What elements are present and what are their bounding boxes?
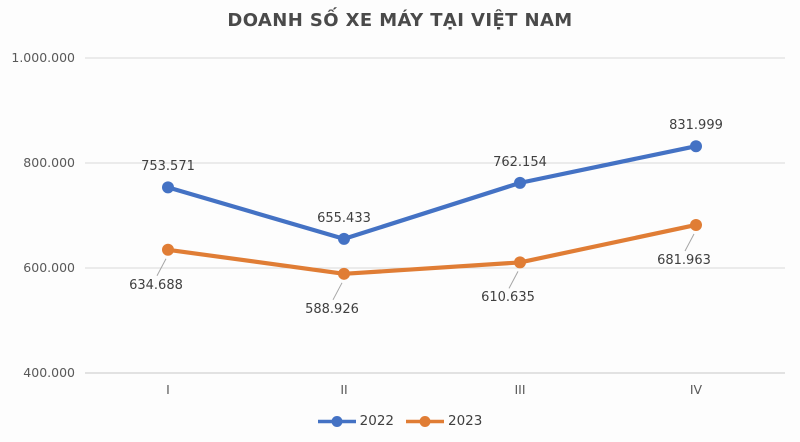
- legend-marker-icon: [406, 415, 444, 427]
- data-label-2022: 655.433: [317, 210, 371, 226]
- marker-2023: [338, 267, 350, 280]
- x-tick-label: IV: [689, 382, 703, 397]
- marker-2022: [514, 176, 526, 189]
- series-line-2023: [165, 222, 699, 276]
- series-line-2022: [165, 144, 699, 241]
- leader-line: [156, 258, 167, 277]
- legend: 2022 2023: [0, 413, 800, 429]
- x-tick-label: III: [514, 382, 526, 397]
- data-label-2023: 634.688: [129, 277, 183, 293]
- data-label-2023: 610.635: [481, 290, 535, 306]
- y-tick-label: 800.000: [23, 155, 75, 170]
- marker-2022: [338, 232, 350, 245]
- data-label-2022: 753.571: [141, 159, 195, 175]
- leader-line: [684, 233, 695, 252]
- y-tick-label: 400.000: [23, 365, 75, 380]
- data-label-2023: 681.963: [657, 252, 711, 268]
- data-label-2022: 762.154: [493, 154, 547, 170]
- x-tick-label: II: [340, 382, 348, 397]
- x-tick-label: I: [166, 382, 170, 397]
- data-label-2022: 831.999: [669, 118, 723, 134]
- marker-2023: [690, 218, 702, 231]
- legend-marker-icon: [317, 415, 356, 427]
- marker-2023: [162, 243, 174, 256]
- legend-item-2022: 2022: [317, 413, 394, 429]
- legend-item-2023: 2023: [406, 413, 482, 429]
- leader-line: [332, 282, 343, 301]
- y-tick-label: 600.000: [23, 260, 75, 275]
- marker-2023: [514, 256, 526, 269]
- marker-2022: [162, 181, 174, 194]
- chart-title: DOANH SỐ XE MÁY TẠI VIỆT NAM: [227, 10, 573, 31]
- marker-2022: [690, 140, 702, 153]
- leader-line: [508, 271, 519, 289]
- data-label-2023: 588.926: [305, 301, 359, 317]
- y-tick-label: 1.000.000: [11, 50, 75, 65]
- legend-label: 2023: [448, 413, 483, 429]
- legend-label: 2022: [359, 413, 394, 429]
